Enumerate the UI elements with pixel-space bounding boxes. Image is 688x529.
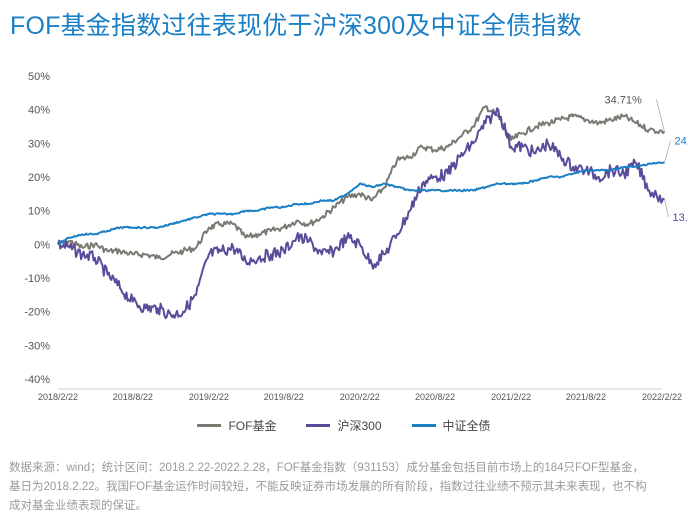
legend-item-fof: FOF基金 xyxy=(197,417,276,434)
end-label-leader-hs300 xyxy=(664,198,669,217)
legend-swatch-fof xyxy=(197,423,222,427)
legend-label-bond: 中证全债 xyxy=(442,418,491,433)
legend-swatch-hs300 xyxy=(306,423,331,427)
legend-label-fof: FOF基金 xyxy=(228,418,277,433)
x-tick-label: 2021/8/22 xyxy=(566,392,606,402)
end-label-bond: 24.25% xyxy=(674,136,688,148)
x-tick-label: 2022/2/22 xyxy=(642,392,682,402)
x-tick-label: 2019/8/22 xyxy=(264,392,304,402)
end-labels: 34.71% 13.05% 24.25% xyxy=(604,95,688,224)
x-axis-ticks: 2018/2/22 2018/8/22 2019/2/22 2019/8/22 2020… xyxy=(38,392,682,402)
y-tick-label: 20% xyxy=(28,172,50,184)
x-tick-label: 2018/2/22 xyxy=(38,392,78,402)
footnote-line-3: 成对基金业绩表现的保证。 xyxy=(9,500,147,512)
y-axis-ticks: 50% 40% 30% 20% 10% 0% -10% -20% -30% -40% xyxy=(24,71,50,386)
series-line-fof xyxy=(57,105,666,261)
end-label-leader-bond xyxy=(664,140,671,163)
end-label-hs300: 13.05% xyxy=(672,212,688,224)
x-tick-label: 2019/2/22 xyxy=(189,392,229,402)
x-tick-label: 2021/2/22 xyxy=(491,392,531,402)
y-tick-label: 50% xyxy=(28,71,50,83)
y-tick-label: -10% xyxy=(24,273,50,285)
footnote: 数据来源：wind；统计区间：2018.2.22-2022.2.28，FOF基金… xyxy=(9,459,681,516)
line-chart: 50% 40% 30% 20% 10% 0% -10% -20% -30% -40% 2018/2… xyxy=(24,71,688,402)
x-tick-label: 2018/8/22 xyxy=(113,392,153,402)
y-tick-label: 30% xyxy=(28,138,50,150)
y-tick-label: 0% xyxy=(34,239,50,251)
page-title: FOF基金指数过往表现优于沪深300及中证全债指数 xyxy=(10,12,582,40)
series-line-bond xyxy=(57,161,665,246)
legend-item-bond: 中证全债 xyxy=(411,417,491,434)
series-line-hs300 xyxy=(57,107,665,320)
x-tick-label: 2020/2/22 xyxy=(340,392,380,402)
y-tick-label: -20% xyxy=(24,307,50,319)
footnote-line-2: 基日为2018.2.22。我国FOF基金运作时间较短，不能反映证券市场发展的所有… xyxy=(9,481,647,493)
footnote-line-1: 数据来源：wind；统计区间：2018.2.22-2022.2.28，FOF基金… xyxy=(9,462,644,474)
end-label-fof: 34.71% xyxy=(604,95,642,107)
series-lines xyxy=(57,105,666,320)
x-tick-label: 2020/8/22 xyxy=(415,392,455,402)
legend-item-hs300: 沪深300 xyxy=(306,417,382,434)
y-tick-label: 40% xyxy=(28,105,50,117)
legend: FOF基金 沪深300 中证全债 xyxy=(0,414,688,436)
legend-label-hs300: 沪深300 xyxy=(337,418,382,433)
legend-swatch-bond xyxy=(411,423,436,427)
y-tick-label: -30% xyxy=(24,340,50,352)
y-tick-label: 10% xyxy=(28,206,50,218)
end-label-leader-fof xyxy=(656,99,665,132)
y-tick-label: -40% xyxy=(24,374,50,386)
